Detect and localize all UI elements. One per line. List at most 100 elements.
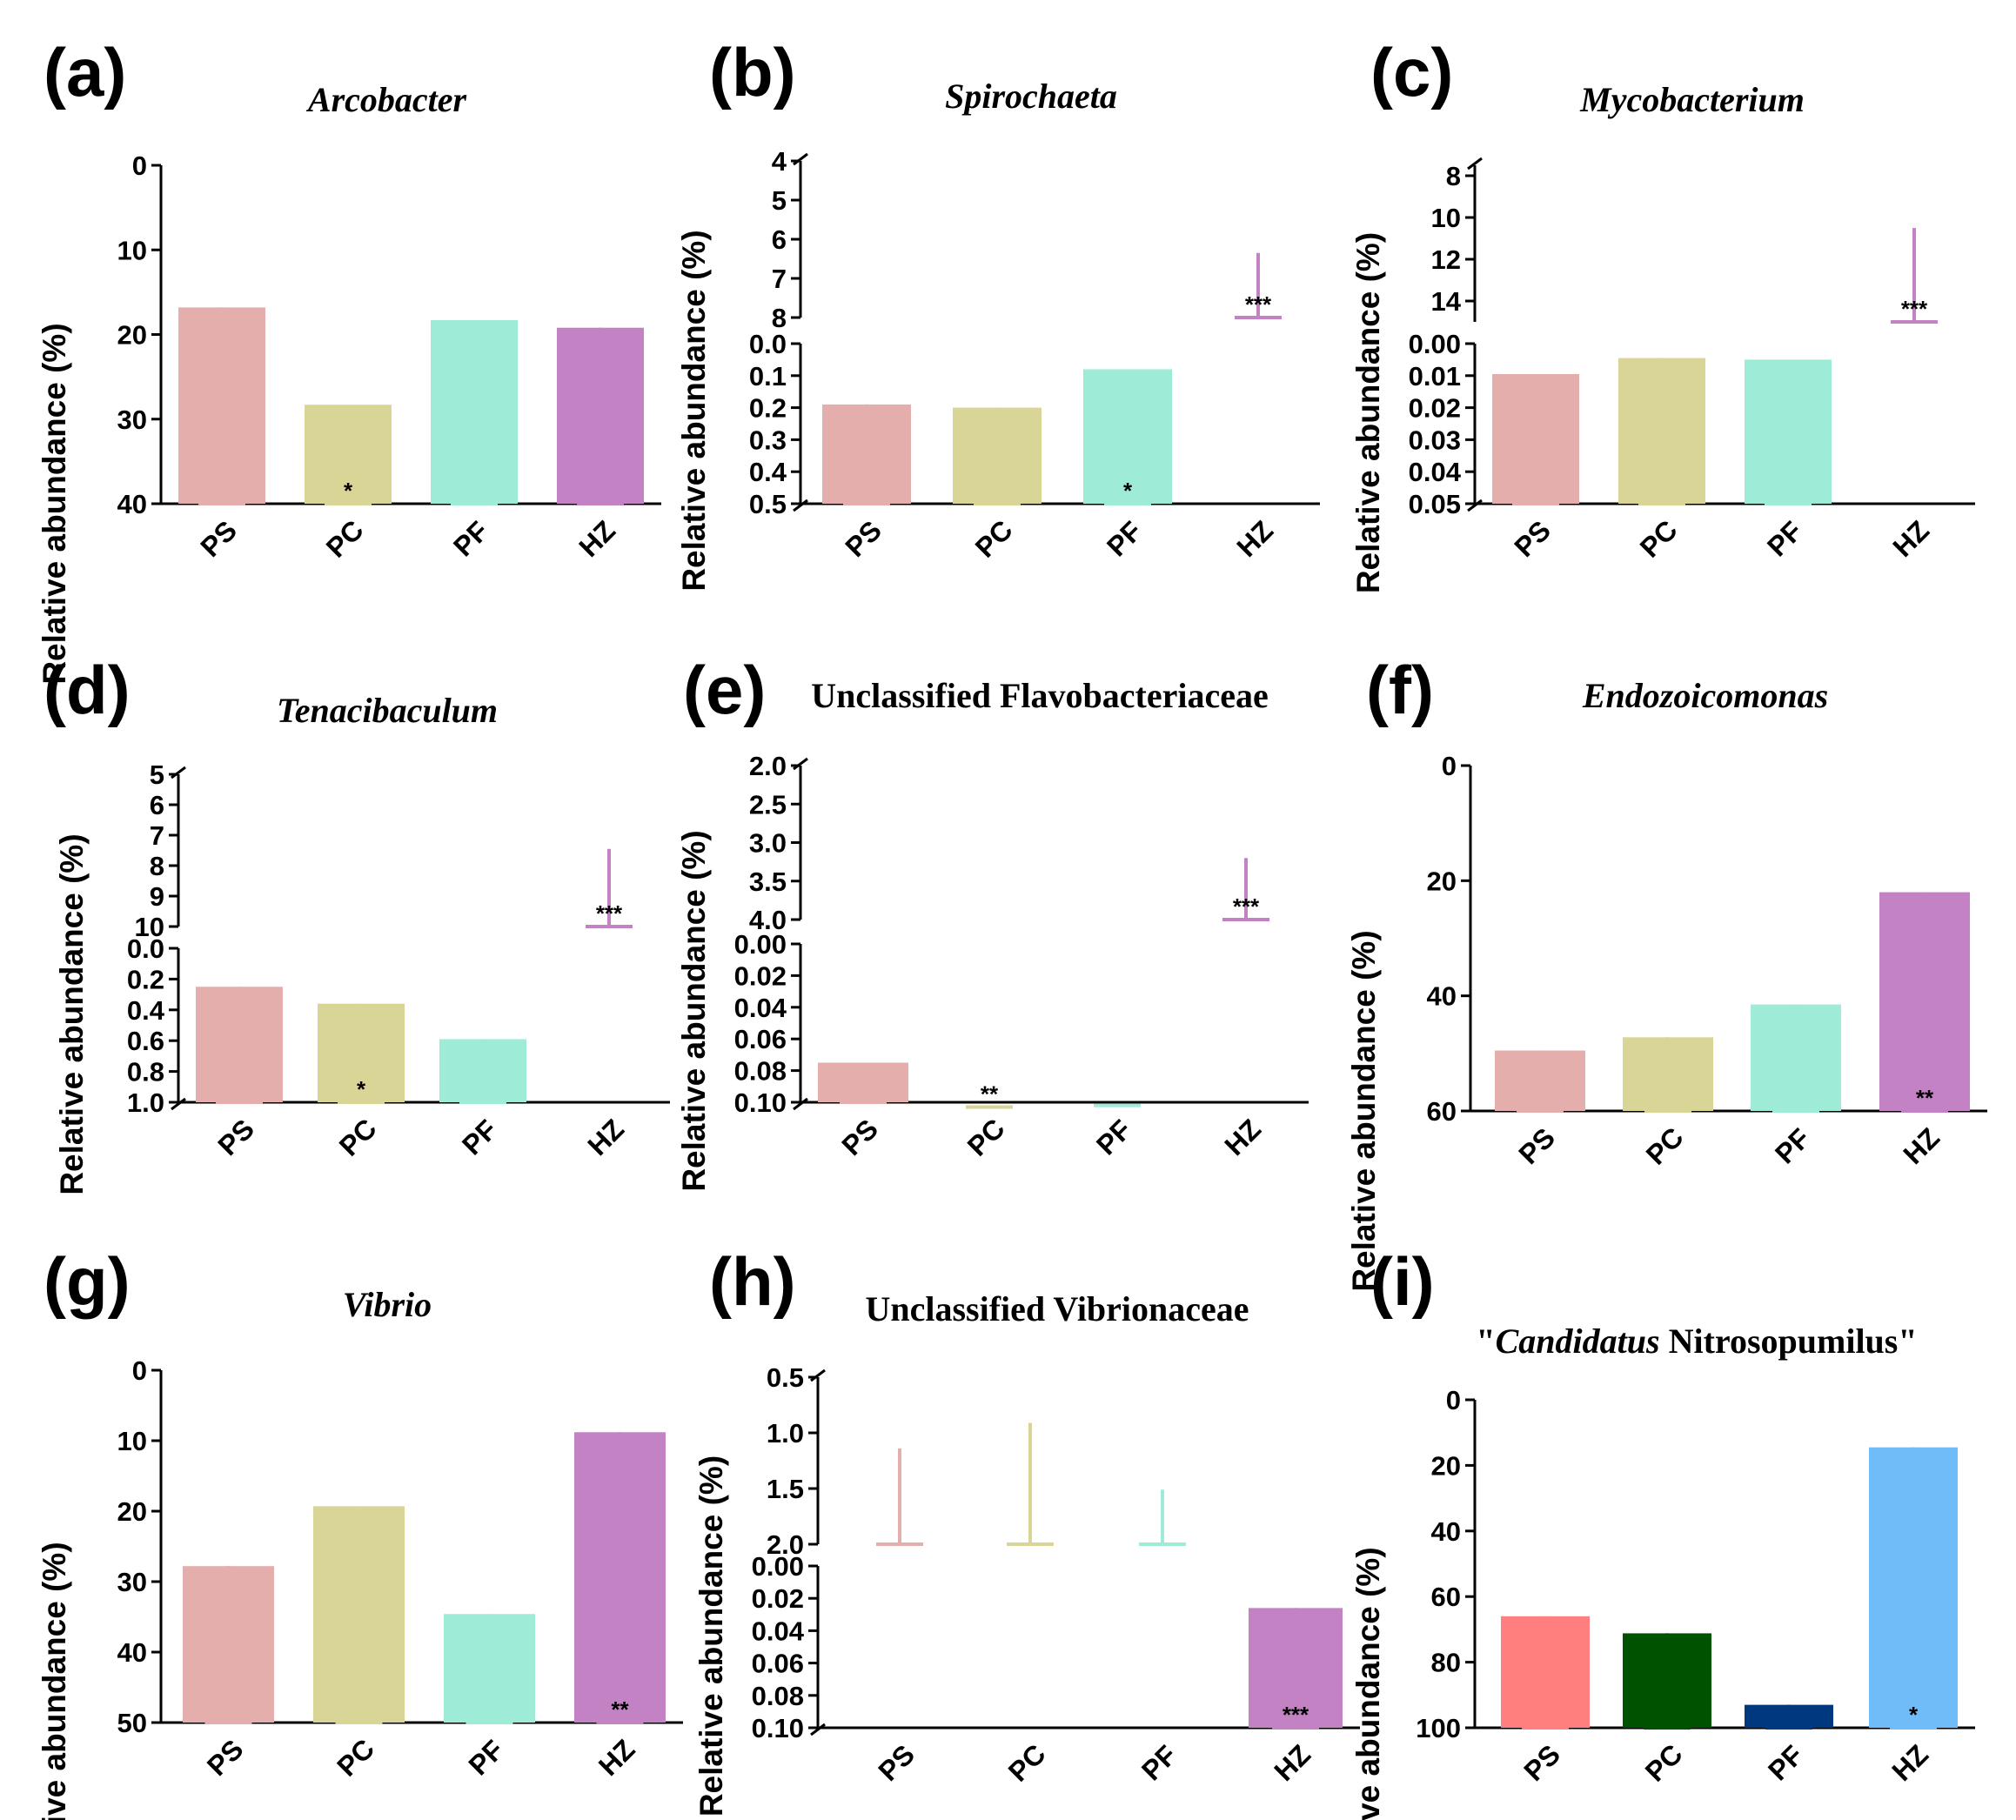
- y-tick-label: 0.1: [749, 361, 787, 391]
- x-tick-label: PC: [1002, 1738, 1052, 1788]
- axis-break-mark: [1467, 157, 1483, 171]
- panel-label: (i): [1370, 1243, 1435, 1320]
- y-tick-label: 20: [1431, 1450, 1461, 1481]
- axis-break-mark: [1467, 498, 1483, 512]
- panel-a: (a) Arcobacter 0 10 20 30 40 Relative abundance…: [37, 34, 661, 685]
- y-tick-label: 6: [150, 790, 164, 820]
- y-tick-label: 0.03: [1409, 425, 1461, 455]
- panel-i: (i) "Candidatus Nitrosopumilus" 0 20 40 60 80 1…: [1350, 1243, 1975, 1820]
- y-tick-label: 0.02: [734, 960, 787, 991]
- y-axis-title: Relative abundance (%): [1350, 232, 1386, 593]
- x-tick-label: PS: [872, 1738, 921, 1787]
- panel-h: (h) Unclassified Vibrionaceae 0.000.020.04…: [693, 1243, 1360, 1817]
- y-tick-label: 0.08: [734, 1056, 787, 1087]
- x-tick-label: PS: [835, 1113, 884, 1161]
- panel-label: (e): [683, 652, 766, 728]
- x-tick-label: PC: [331, 1733, 380, 1783]
- x-tick-label: PF: [1769, 1122, 1816, 1169]
- y-axis-title: Relative abundance (%): [1350, 1547, 1386, 1820]
- significance-mark: ***: [1245, 291, 1272, 318]
- y-axis-title: Relative abundance (%): [37, 323, 72, 684]
- x-tick-label: HZ: [1886, 514, 1935, 563]
- y-tick-label: 80: [1431, 1648, 1461, 1678]
- x-tick-label: PS: [1508, 514, 1557, 563]
- y-tick-label: 0.00: [752, 1551, 804, 1582]
- x-tick-label: HZ: [1885, 1738, 1934, 1787]
- y-tick-label: 0.2: [749, 393, 787, 424]
- y-tick-label: 20: [117, 1496, 147, 1527]
- y-tick-label: 8: [150, 851, 164, 881]
- y-tick-label: 0: [1442, 751, 1457, 781]
- y-axis-title: Relative abundance (%): [1346, 930, 1382, 1291]
- x-tick-label: HZ: [1897, 1121, 1946, 1170]
- title-part: ": [1476, 1322, 1495, 1361]
- y-tick-label: 10: [135, 912, 164, 942]
- y-tick-label: 20: [1427, 866, 1457, 896]
- y-tick-label: 0: [132, 1355, 147, 1386]
- title-part: Nitrosopumilus": [1660, 1322, 1918, 1361]
- x-tick-label: PS: [839, 514, 887, 563]
- title-part: Arcobacter: [305, 80, 467, 119]
- panel-label: (g): [44, 1243, 131, 1320]
- y-tick-label: 0.0: [749, 329, 787, 359]
- panel-c: (c) Mycobacterium 0.000.010.020.030.040.05…: [1350, 34, 1975, 593]
- y-tick-label: 4: [772, 146, 787, 177]
- axis-break-mark: [793, 1097, 808, 1111]
- y-tick-label: 7: [150, 820, 164, 851]
- y-tick-label: 0.02: [1409, 393, 1461, 424]
- x-tick-label: PC: [1640, 1121, 1690, 1171]
- significance-mark: ***: [1901, 296, 1928, 322]
- title-part: Vibrio: [343, 1285, 432, 1324]
- x-tick-label: PF: [1762, 1739, 1809, 1786]
- panel-title: Arcobacter: [305, 80, 467, 119]
- y-tick-label: 0.06: [752, 1649, 804, 1679]
- significance-mark: **: [981, 1081, 999, 1107]
- y-tick-label: 0.4: [749, 457, 787, 487]
- x-tick-label: PF: [1135, 1739, 1182, 1786]
- y-tick-label: 5: [150, 759, 164, 790]
- y-tick-label: 8: [772, 303, 787, 333]
- y-tick-label: 0.01: [1409, 361, 1461, 391]
- x-tick-label: PC: [1639, 1738, 1689, 1788]
- axis-break-mark: [171, 766, 186, 780]
- y-tick-label: 40: [117, 489, 147, 519]
- y-tick-label: 0.5: [749, 489, 787, 519]
- y-tick-label: 6: [772, 224, 787, 255]
- y-tick-label: 30: [117, 1567, 147, 1597]
- panel-title: Endozoicomonas: [1582, 676, 1828, 715]
- title-part: Tenacibaculum: [277, 691, 498, 730]
- significance-mark: *: [1123, 478, 1133, 504]
- y-tick-label: 3.5: [749, 867, 787, 897]
- x-tick-label: PF: [456, 1114, 503, 1161]
- title-part: Candidatus: [1496, 1322, 1660, 1361]
- panel-title: Spirochaeta: [945, 77, 1117, 116]
- y-tick-label: 0.04: [1409, 457, 1462, 487]
- y-tick-label: 0.3: [749, 425, 787, 455]
- y-tick-label: 0.4: [127, 995, 165, 1026]
- x-tick-label: PC: [969, 514, 1019, 564]
- title-part: Unclassified Vibrionaceae: [865, 1289, 1249, 1328]
- significance-mark: ***: [596, 900, 623, 927]
- y-tick-label: 8: [1446, 161, 1461, 191]
- y-tick-label: 4.0: [749, 905, 787, 935]
- y-tick-label: 0.6: [127, 1026, 164, 1056]
- x-tick-label: HZ: [573, 514, 621, 563]
- y-tick-label: 3.0: [749, 828, 787, 859]
- y-tick-label: 0.00: [1409, 329, 1461, 359]
- y-tick-label: 0.5: [767, 1362, 804, 1393]
- y-axis-title: Relative abundance (%): [676, 830, 712, 1191]
- y-tick-label: 0.06: [734, 1024, 787, 1054]
- x-tick-label: PC: [320, 514, 370, 564]
- y-tick-label: 10: [117, 1426, 147, 1456]
- y-tick-label: 0: [132, 151, 147, 181]
- panel-label: (a): [44, 34, 126, 110]
- panel-label: (h): [709, 1243, 796, 1320]
- panel-title: Mycobacterium: [1579, 80, 1805, 119]
- panel-title: Unclassified Flavobacteriaceae: [811, 676, 1268, 715]
- y-tick-label: 0.10: [752, 1713, 804, 1743]
- significance-mark: *: [1909, 1702, 1919, 1728]
- significance-mark: **: [611, 1696, 629, 1723]
- axis-break-mark: [793, 757, 808, 771]
- y-tick-label: 1.5: [767, 1474, 804, 1504]
